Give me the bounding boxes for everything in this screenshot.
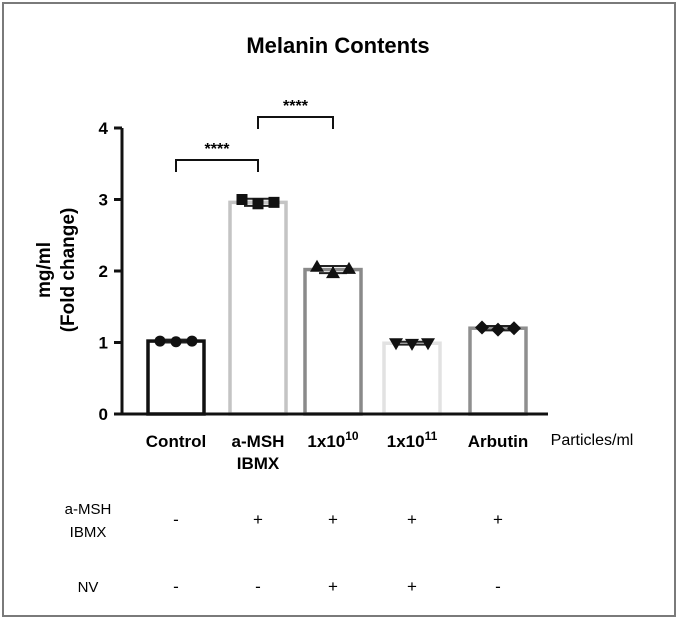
category-labels: Control a-MSH IBMX 1x1010 1x1011 Arbutin [146,429,528,473]
point-1-1 [252,198,264,210]
row-label-1: NV [78,579,99,596]
axis-layer: 0 1 2 3 4 [99,119,548,424]
category-label-1: a-MSH [232,432,285,451]
bar-3 [382,341,442,416]
row-1-sign-0: - [173,577,179,596]
point-4-1 [491,322,505,337]
row-0-sign-3: + [407,510,417,529]
points-layer [154,194,521,351]
sig-bracket-1 [257,116,334,129]
sig-bracket-0 [175,159,259,172]
category-label-0: Control [146,432,206,451]
point-1-0 [236,194,248,205]
chart-title: Melanin Contents [246,33,429,58]
row-1-sign-4: - [495,577,501,596]
category-label-3: 1x1011 [387,429,438,451]
point-3-0 [389,338,403,351]
row-0-sign-1: + [253,510,263,529]
point-0-0 [154,335,166,347]
row-label-0-line2: IBMX [70,524,107,541]
bar-1 [228,200,288,416]
sig-label-0: **** [205,141,231,158]
y-axis-label-line1: mg/ml [34,242,55,298]
y-tick-label-2: 2 [99,262,108,281]
point-0-1 [170,336,182,348]
row-1-sign-3: + [407,577,417,596]
row-label-0: a-MSH [65,501,112,518]
sig-label-1: **** [283,98,309,115]
bar-2 [303,267,363,416]
point-3-1 [405,338,419,351]
significance-layer: **** **** [175,98,334,172]
y-tick-label-0: 0 [99,405,108,424]
point-1-2 [268,196,280,208]
point-3-2 [421,338,435,351]
row-1-sign-2: + [328,577,338,596]
category-label-1-line2: IBMX [237,454,280,473]
bar-0 [146,339,206,416]
point-2-1 [326,266,340,279]
y-tick-label-4: 4 [99,119,109,138]
y-tick-label-3: 3 [99,191,108,210]
bar-4 [468,326,528,416]
category-label-4: Arbutin [468,432,528,451]
y-tick-label-1: 1 [99,334,108,353]
row-0-sign-4: + [493,510,503,529]
row-1-sign-1: - [255,577,261,596]
row-0-sign-2: + [328,510,338,529]
point-2-2 [342,261,356,274]
point-0-2 [186,335,198,347]
point-2-0 [310,259,324,272]
y-axis-label-line2: (Fold change) [58,208,79,333]
point-4-0 [475,320,489,335]
treatment-table: a-MSH IBMX - + + + + NV - - + + - [65,501,503,596]
row-0-sign-0: - [173,510,179,529]
x-unit-label: Particles/ml [551,432,634,449]
point-4-2 [507,321,521,336]
category-label-2: 1x1010 [307,429,359,451]
bars-layer [146,197,528,416]
